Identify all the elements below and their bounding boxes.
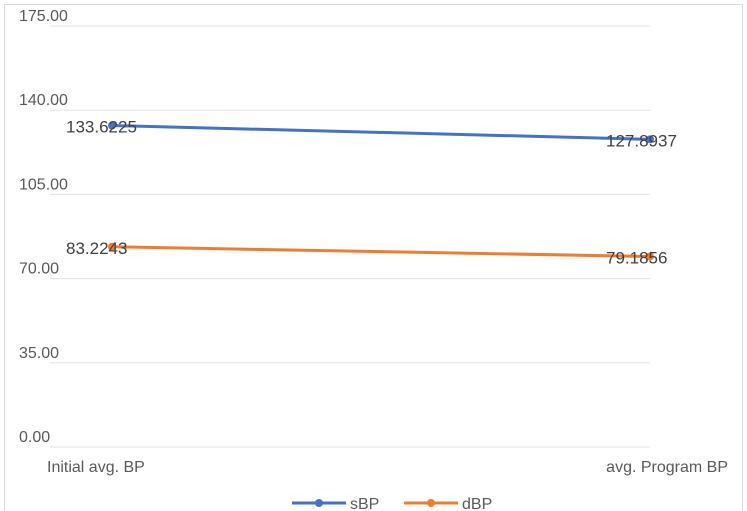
data-point-sBP [646, 135, 654, 144]
x-category-label: avg. Program BP [606, 459, 728, 476]
y-tick-label: 140.00 [19, 92, 68, 109]
series-line-dBP [110, 245, 652, 259]
chart-frame [4, 4, 743, 511]
data-point-dBP [108, 242, 116, 251]
series-lines [108, 121, 654, 261]
data-labels: 133.6225 127.8937 83.2243 79.1856 [66, 118, 677, 268]
legend-marker-dBP [427, 499, 435, 507]
x-category-label: Initial avg. BP [47, 459, 145, 476]
legend: sBP dBP [292, 496, 492, 511]
legend-label-dBP: dBP [462, 496, 492, 511]
data-point-dBP [646, 252, 654, 261]
data-label-sBP: 127.8937 [606, 131, 677, 150]
legend-label-sBP: sBP [350, 496, 379, 511]
data-label-dBP: 83.2243 [66, 239, 127, 258]
data-point-sBP [108, 121, 116, 130]
y-tick-label: 175.00 [19, 8, 68, 25]
x-axis-categories: Initial avg. BP avg. Program BP [47, 459, 728, 476]
legend-marker-sBP [315, 499, 323, 507]
y-tick-label: 0.00 [19, 429, 50, 446]
gridlines [50, 25, 650, 448]
data-label-sBP: 133.6225 [66, 118, 137, 137]
y-axis-ticks: 0.00 35.00 70.00 105.00 140.00 175.00 [19, 8, 68, 446]
y-tick-label: 35.00 [19, 345, 59, 362]
y-tick-label: 70.00 [19, 261, 59, 278]
series-line-sBP [110, 124, 652, 141]
y-tick-label: 105.00 [19, 176, 68, 193]
data-label-dBP: 79.1856 [606, 249, 667, 268]
